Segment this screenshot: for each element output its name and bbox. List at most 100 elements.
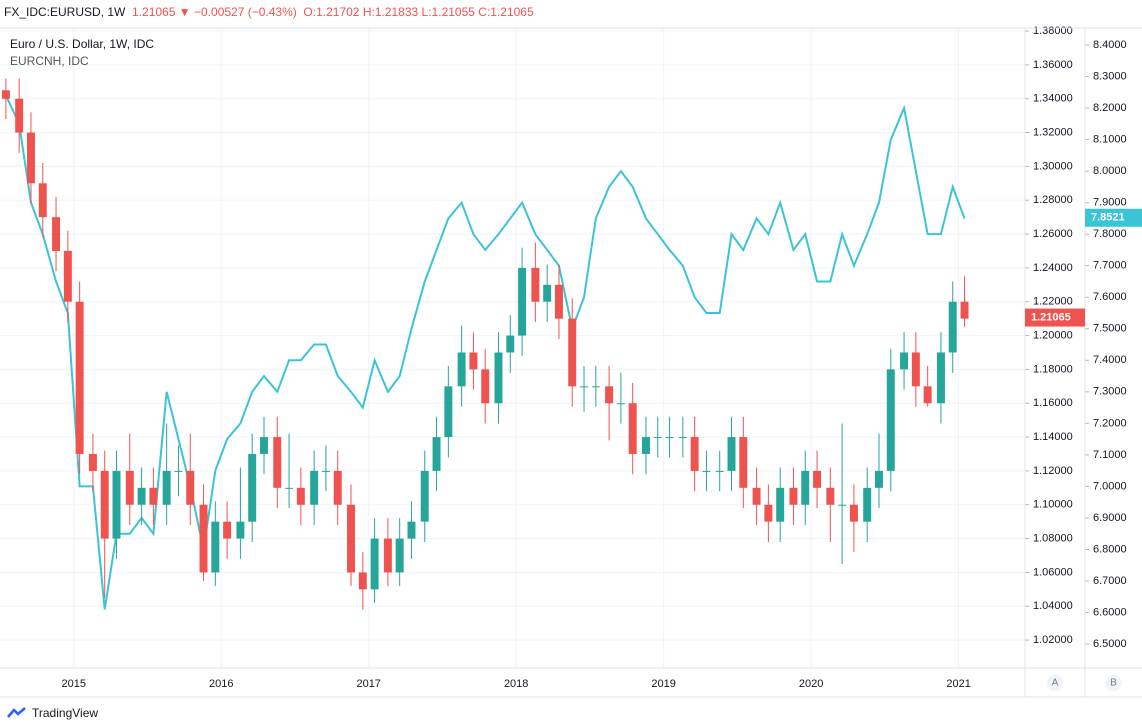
- candle-body: [420, 470, 429, 522]
- candle-body: [863, 487, 872, 522]
- overlay-line: [4, 95, 966, 610]
- candle-body: [752, 487, 761, 505]
- candle-body: [739, 437, 748, 488]
- x-tick-label: 2016: [209, 678, 233, 690]
- y-tick-label: 1.30000: [1033, 160, 1073, 172]
- x-tick-label: 2020: [799, 678, 823, 690]
- candle-body: [494, 352, 503, 404]
- candle-body: [469, 352, 478, 370]
- plot: [1, 78, 969, 610]
- candle-body: [248, 453, 257, 522]
- scale-button[interactable]: [1047, 675, 1063, 691]
- candle-body: [900, 352, 909, 370]
- candle-body: [52, 217, 61, 251]
- last-price-tag: [1025, 308, 1085, 327]
- y2-tick-label: 6.6000: [1093, 606, 1127, 618]
- candle-body: [321, 470, 330, 472]
- y-tick-label: 1.10000: [1033, 499, 1073, 511]
- y2-tick-label: 8.3000: [1093, 70, 1127, 82]
- y2-tick-label: 7.4000: [1093, 354, 1127, 366]
- y-tick-label: 1.02000: [1033, 634, 1073, 646]
- candle-body: [444, 386, 453, 438]
- y2-tick-label: 7.2000: [1093, 417, 1127, 429]
- y2-tick-label: 7.8000: [1093, 228, 1127, 240]
- candle-body: [333, 470, 342, 505]
- y-tick-label: 1.28000: [1033, 194, 1073, 206]
- candle-body: [383, 538, 392, 573]
- y2-tick-label: 7.7000: [1093, 260, 1127, 272]
- candle-body: [15, 98, 24, 133]
- y2-tick-label: 7.1000: [1093, 449, 1127, 461]
- overlay-last-tag: [1085, 208, 1142, 227]
- y2-tick-label: 8.2000: [1093, 102, 1127, 114]
- candle-body: [100, 470, 109, 539]
- candle-body: [260, 437, 268, 454]
- candle-body: [923, 386, 932, 404]
- candle-body: [948, 301, 957, 353]
- high: H:1.21833: [362, 5, 419, 19]
- candle-body: [358, 572, 367, 590]
- scale-button-label: B: [1110, 678, 1117, 689]
- candle-body: [236, 521, 245, 539]
- candle-body: [591, 386, 600, 388]
- footer: TradingView: [6, 706, 98, 720]
- overlay-name: EURCNH, IDC: [10, 54, 89, 68]
- y2-tick-label: 6.9000: [1093, 512, 1127, 524]
- close: C:1.21065: [478, 5, 534, 19]
- symbol: FX_IDC:EURUSD, 1W: [4, 5, 126, 19]
- candle-body: [543, 284, 552, 302]
- change: −0.00527 (−0.43%): [194, 5, 297, 19]
- candle-body: [813, 470, 822, 488]
- y-tick-label: 1.20000: [1033, 329, 1073, 341]
- candle-body: [75, 301, 84, 454]
- y-tick-label: 1.14000: [1033, 431, 1073, 443]
- y-tick-label: 1.24000: [1033, 262, 1073, 274]
- candle-body: [174, 470, 183, 472]
- candle-body: [875, 470, 883, 488]
- candle-body: [628, 403, 637, 454]
- candle-body: [88, 453, 97, 471]
- y-tick-label: 1.04000: [1033, 600, 1073, 612]
- x-tick-label: 2019: [651, 678, 675, 690]
- y-tick-label: 1.16000: [1033, 397, 1073, 409]
- candle-body: [149, 487, 158, 505]
- candle-body: [678, 437, 687, 439]
- scale-button[interactable]: [1105, 675, 1122, 691]
- candle-body: [715, 470, 724, 472]
- candle-body: [641, 437, 650, 454]
- last-price-label: 1.21065: [1031, 311, 1071, 323]
- candle-body: [936, 352, 945, 404]
- candle-body: [370, 538, 379, 590]
- x-tick-label: 2018: [504, 678, 528, 690]
- candle-body: [838, 504, 847, 506]
- open: O:1.21702: [303, 5, 360, 19]
- symbol-header: FX_IDC:EURUSD, 1W 1.21065 ▼ −0.00527 (−0…: [4, 5, 534, 19]
- candle-body: [518, 267, 527, 336]
- x-tick-label: 2021: [946, 678, 970, 690]
- brand: TradingView: [32, 706, 99, 720]
- candle-body: [186, 470, 195, 505]
- y2-tick-label: 7.9000: [1093, 197, 1127, 209]
- y2-tick-label: 7.3000: [1093, 386, 1127, 398]
- candle-body: [457, 352, 466, 387]
- y-tick-label: 1.32000: [1033, 126, 1073, 138]
- candle-body: [789, 487, 798, 505]
- candle-body: [310, 470, 319, 505]
- scale-button-label: A: [1052, 678, 1059, 689]
- last: 1.21065: [132, 5, 176, 19]
- candle-body: [690, 437, 699, 471]
- candle-body: [531, 267, 540, 302]
- y-tick-label: 1.36000: [1033, 59, 1073, 71]
- y-tick-label: 1.22000: [1033, 296, 1073, 308]
- candle-body: [580, 386, 589, 388]
- candle-body: [199, 504, 208, 573]
- y2-tick-label: 6.8000: [1093, 543, 1127, 555]
- grid-layer: [0, 28, 1025, 668]
- candle-body: [616, 403, 625, 405]
- candle-body: [801, 470, 810, 505]
- y-tick-label: 1.12000: [1033, 465, 1073, 477]
